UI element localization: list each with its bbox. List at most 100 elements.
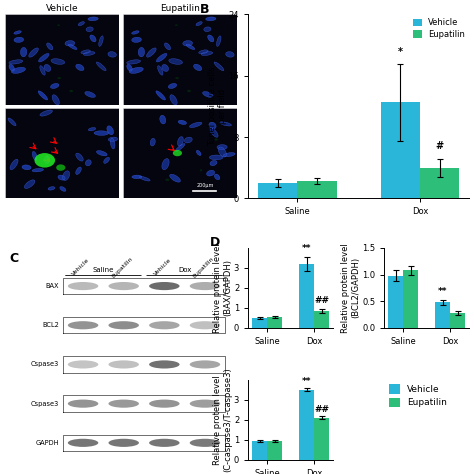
Ellipse shape <box>40 65 45 75</box>
Legend: Vehicle, Eupatilin: Vehicle, Eupatilin <box>413 18 465 39</box>
Ellipse shape <box>226 52 234 57</box>
Ellipse shape <box>209 122 216 129</box>
Ellipse shape <box>85 160 91 166</box>
Ellipse shape <box>175 24 178 26</box>
Ellipse shape <box>60 187 66 191</box>
Text: GAPDH: GAPDH <box>36 440 59 446</box>
Ellipse shape <box>83 52 95 55</box>
Ellipse shape <box>186 44 195 50</box>
Ellipse shape <box>51 83 59 89</box>
Ellipse shape <box>162 64 169 72</box>
Ellipse shape <box>214 62 224 71</box>
Ellipse shape <box>164 43 171 50</box>
Y-axis label: Relative protein level
(BAX/GAPDH): Relative protein level (BAX/GAPDH) <box>213 243 232 333</box>
Ellipse shape <box>202 91 213 97</box>
Ellipse shape <box>68 44 77 50</box>
Text: ##: ## <box>314 405 329 414</box>
Ellipse shape <box>187 90 191 92</box>
Ellipse shape <box>208 35 214 42</box>
Ellipse shape <box>96 151 107 156</box>
Ellipse shape <box>35 153 55 168</box>
Title: Eupatilin: Eupatilin <box>160 4 200 13</box>
Ellipse shape <box>109 439 139 447</box>
Text: **: ** <box>438 287 447 296</box>
Ellipse shape <box>175 144 185 152</box>
Ellipse shape <box>29 48 38 57</box>
Ellipse shape <box>45 156 50 164</box>
Ellipse shape <box>99 36 103 46</box>
Ellipse shape <box>132 31 139 34</box>
Ellipse shape <box>139 176 150 181</box>
Ellipse shape <box>184 137 192 143</box>
Ellipse shape <box>127 64 132 71</box>
Ellipse shape <box>76 153 83 161</box>
Bar <box>420 168 459 199</box>
Ellipse shape <box>169 59 182 64</box>
Ellipse shape <box>150 138 155 146</box>
Ellipse shape <box>69 90 73 92</box>
Ellipse shape <box>156 91 165 100</box>
Ellipse shape <box>193 64 202 71</box>
Ellipse shape <box>149 400 180 408</box>
Ellipse shape <box>129 67 143 73</box>
Text: **: ** <box>302 244 311 253</box>
Ellipse shape <box>210 160 217 166</box>
Bar <box>258 183 298 199</box>
Text: Vehicle: Vehicle <box>153 258 172 277</box>
Ellipse shape <box>108 52 116 57</box>
Ellipse shape <box>132 175 142 179</box>
Ellipse shape <box>68 321 98 329</box>
Bar <box>252 441 267 460</box>
Ellipse shape <box>183 41 192 46</box>
Ellipse shape <box>44 64 51 72</box>
Ellipse shape <box>149 439 180 447</box>
Ellipse shape <box>127 60 140 64</box>
Ellipse shape <box>11 67 26 73</box>
Text: Cspase3: Cspase3 <box>31 362 59 367</box>
Ellipse shape <box>20 47 27 57</box>
Bar <box>299 264 314 328</box>
Bar <box>450 313 465 328</box>
Ellipse shape <box>76 167 82 174</box>
Ellipse shape <box>190 321 220 329</box>
Ellipse shape <box>157 65 163 75</box>
Ellipse shape <box>190 400 220 408</box>
Text: **: ** <box>302 377 311 386</box>
Ellipse shape <box>68 360 98 368</box>
Ellipse shape <box>170 95 177 105</box>
Ellipse shape <box>14 37 24 42</box>
Ellipse shape <box>76 64 84 71</box>
Ellipse shape <box>149 282 180 290</box>
Ellipse shape <box>217 145 227 150</box>
Ellipse shape <box>22 165 31 170</box>
Ellipse shape <box>170 174 181 182</box>
Ellipse shape <box>24 180 35 189</box>
Ellipse shape <box>207 170 215 176</box>
Ellipse shape <box>68 439 98 447</box>
Ellipse shape <box>8 118 16 126</box>
Ellipse shape <box>196 150 201 155</box>
Ellipse shape <box>132 37 141 42</box>
Ellipse shape <box>110 138 115 149</box>
Ellipse shape <box>196 22 202 26</box>
Bar <box>267 317 282 328</box>
Ellipse shape <box>160 115 166 124</box>
Ellipse shape <box>56 164 65 171</box>
Bar <box>388 276 403 328</box>
Ellipse shape <box>190 282 220 290</box>
Legend: Vehicle, Eupatilin: Vehicle, Eupatilin <box>389 384 447 407</box>
Text: 200μm: 200μm <box>196 183 213 189</box>
Ellipse shape <box>107 126 113 135</box>
Ellipse shape <box>109 321 139 329</box>
Ellipse shape <box>38 91 48 100</box>
Text: #: # <box>436 141 444 151</box>
Text: D: D <box>210 236 220 249</box>
Bar <box>298 181 337 199</box>
Ellipse shape <box>210 128 218 137</box>
Y-axis label: Relative protein level
(C-caspase3/T-caspase3): Relative protein level (C-caspase3/T-cas… <box>213 367 232 472</box>
Ellipse shape <box>149 321 180 329</box>
Ellipse shape <box>78 22 84 26</box>
Ellipse shape <box>210 155 223 160</box>
Ellipse shape <box>138 47 145 57</box>
Text: Saline: Saline <box>93 267 114 273</box>
